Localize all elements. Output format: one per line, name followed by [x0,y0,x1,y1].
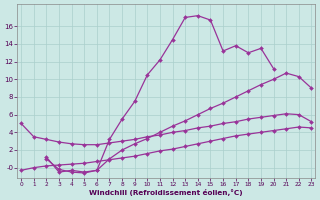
X-axis label: Windchill (Refroidissement éolien,°C): Windchill (Refroidissement éolien,°C) [90,189,243,196]
